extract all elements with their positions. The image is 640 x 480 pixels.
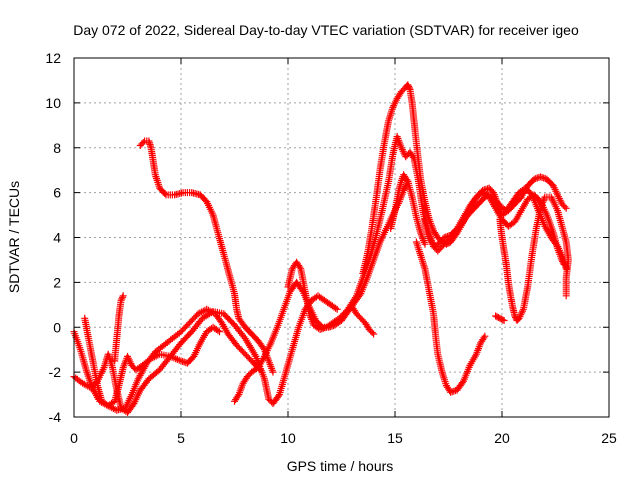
chart-title: Day 072 of 2022, Sidereal Day-to-day VTE… [73,22,579,38]
y-axis-label: SDTVAR / TECUs [6,181,22,293]
data-point-markers [136,137,277,376]
series-arc-13 [348,303,378,338]
data-point-markers [496,193,572,324]
data-point-markers [387,171,429,248]
data-point-markers [111,292,127,365]
y-tick-label: -4 [49,409,62,425]
y-tick-label: 10 [45,95,61,111]
data-point-markers [492,312,508,324]
y-tick-label: -2 [49,364,62,380]
y-tick-label: 12 [45,50,61,66]
series-arc-12 [496,193,572,324]
series-arc-10 [387,171,429,248]
series-arc-14 [492,312,508,324]
series-arc-9 [412,238,489,396]
data-marks [70,81,572,416]
series-arc-5 [136,137,277,376]
y-tick-label: 2 [53,274,61,290]
y-tick-label: 8 [53,140,61,156]
x-tick-label: 25 [601,430,617,446]
data-point-markers [348,303,378,338]
series-arc-4 [111,292,127,365]
series-arc-3 [81,314,223,410]
x-axis-label: GPS time / hours [287,458,394,474]
x-tick-label: 5 [177,430,185,446]
x-tick-label: 20 [494,430,510,446]
x-tick-label: 15 [387,430,403,446]
series-arc-6 [231,177,412,405]
axis-ticks [73,57,610,418]
y-tick-label: 0 [53,319,61,335]
data-point-markers [231,177,412,405]
data-point-markers [81,314,223,410]
x-tick-label: 10 [280,430,296,446]
data-point-markers [412,238,489,396]
tick-labels: 0 5 10 15 20 25 -4 -2 0 2 4 6 8 10 12 [45,50,617,446]
grid-layer [74,58,609,417]
y-tick-label: 6 [53,185,61,201]
y-tick-label: 4 [53,230,61,246]
x-tick-label: 0 [70,430,78,446]
